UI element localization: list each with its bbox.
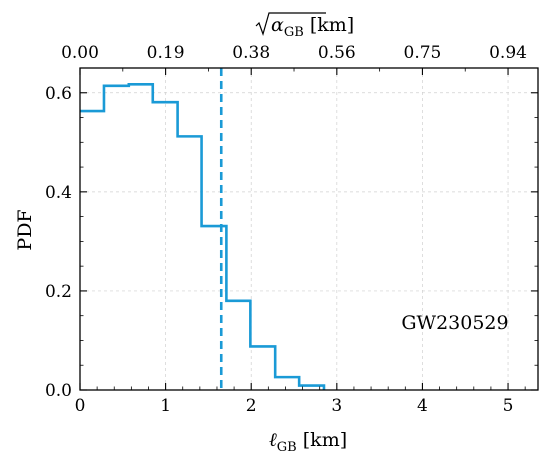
x-tick-label: 2	[246, 396, 257, 416]
x-tick-label: 3	[331, 396, 342, 416]
y-tick-label: 0.0	[45, 381, 72, 401]
y-axis-label: PDF	[14, 209, 36, 250]
x-tick-label: 5	[503, 396, 514, 416]
x-tick-label: 1	[160, 396, 171, 416]
top-axis-label: αGB [km]	[255, 12, 354, 40]
svg-text:αGB [km]: αGB [km]	[271, 14, 354, 40]
x-axis-label-subscript: GB	[277, 440, 297, 455]
y-tick-label: 0.4	[45, 183, 72, 203]
event-annotation: GW230529	[401, 312, 508, 334]
plot-frame	[79, 67, 539, 391]
axis-ticks: 0 1 2 3 4 5 0.0 0.2 0.4 0.6 0.00 0.19 0.38 0.56 0.75 0.…	[45, 43, 538, 416]
x-axis-label: ℓGB [km]	[269, 429, 347, 455]
x-axis-label-symbol: ℓ	[269, 429, 277, 451]
top-x-tick-label: 0.75	[404, 43, 442, 63]
top-x-tick-label: 0.38	[232, 43, 270, 63]
x-tick-label: 0	[75, 396, 86, 416]
top-x-tick-label: 0.56	[318, 43, 356, 63]
grid	[79, 68, 538, 391]
top-x-tick-label: 0.94	[489, 43, 527, 63]
x-axis-label-unit: [km]	[297, 429, 347, 451]
histogram-steps	[80, 83, 326, 390]
y-tick-label: 0.6	[45, 84, 72, 104]
top-x-tick-label: 0.19	[147, 43, 185, 63]
top-axis-label-subscript: GB	[284, 25, 304, 40]
top-axis-label-unit: [km]	[304, 14, 354, 36]
sqrt-radical	[255, 12, 326, 36]
top-x-tick-label: 0.00	[61, 43, 99, 63]
top-axis-label-symbol: α	[271, 14, 284, 36]
x-tick-label: 4	[417, 396, 428, 416]
y-tick-label: 0.2	[45, 282, 72, 302]
histogram-outline	[80, 83, 326, 390]
